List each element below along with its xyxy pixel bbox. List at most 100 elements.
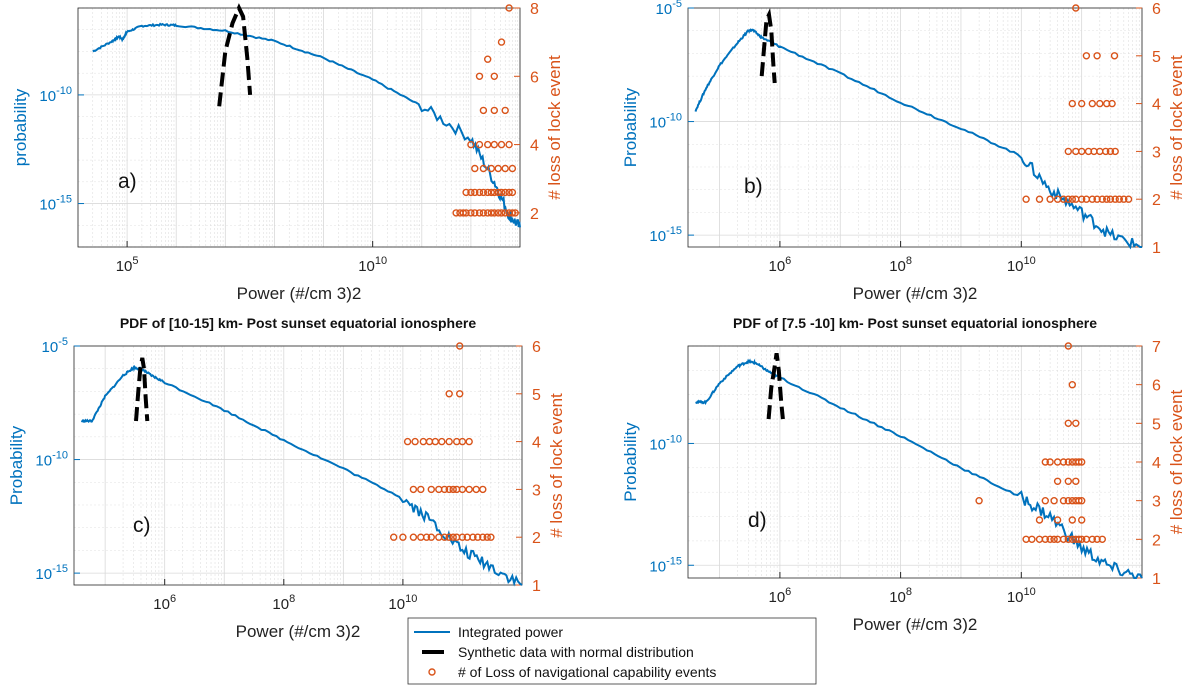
y2-tick-label: 1 [1152,240,1161,257]
event-marker [403,437,412,446]
event-marker [1111,147,1119,156]
legend-box [407,617,817,685]
legend-swatch-circle [428,668,436,676]
event-marker [1072,477,1080,485]
right-axis-ticks: 1 2 3 4 5 6 7 [1136,339,1161,588]
synthetic-normal-line [766,353,785,420]
x-axis-label: Power (#/cm 3)2 [853,615,978,634]
event-marker [1077,535,1086,543]
x-tick-label: 106 [153,593,176,613]
event-marker [497,140,506,149]
event-marker [1088,99,1097,108]
grid [688,345,1143,578]
event-marker [1115,195,1124,203]
event-marker [1068,195,1077,203]
x-axis-label: Power (#/cm 3)2 [236,622,361,641]
event-marker [1064,497,1073,505]
right-axis-ticks: 1 2 3 4 5 6 [516,339,541,595]
event-marker [1064,419,1073,427]
x-axis-label: Power (#/cm 3)2 [853,284,978,303]
event-marker [479,164,488,173]
panel-d: 10-10 10-15 1 2 3 4 5 6 7 106 108 1010 Power (#/cm 3… [621,315,1186,634]
event-marker [490,209,498,217]
event-marker [1088,535,1097,543]
x-tick-label: 108 [889,255,912,275]
event-marker [475,72,484,81]
event-marker [458,485,467,494]
y2-tick-label: 8 [530,1,539,18]
event-marker [1093,195,1101,203]
y2-tick-label: 6 [532,339,541,356]
event-marker [1064,342,1073,350]
x-tick-label: 1010 [1007,255,1036,275]
x-tick-label: 108 [272,593,295,613]
y2-tick-label: 5 [1152,49,1161,66]
event-marker [1059,458,1068,466]
event-marker [1077,497,1086,505]
event-marker [462,209,470,217]
right-axis-ticks: 2 4 6 8 [514,1,539,223]
y2-tick-label: 2 [532,530,541,547]
event-marker [487,209,495,217]
event-marker [1035,195,1044,203]
integrated-power-line [694,28,1142,250]
event-marker [475,209,484,217]
x-axis-ticks: 106 108 1010 [768,241,1036,275]
event-marker [465,437,473,446]
y-axis-label: Probability [7,425,26,505]
x-axis-ticks: 106 108 1010 [768,572,1036,606]
event-marker [1064,535,1073,543]
y-tick-label: 10-10 [39,85,72,105]
y2-axis-label: # loss of lock event [545,55,564,200]
event-marker [469,533,477,541]
event-marker [1064,458,1073,466]
event-marker [422,533,431,541]
event-marker [445,485,453,494]
event-marker [1075,535,1083,543]
event-marker [1022,535,1030,543]
event-marker [427,533,435,541]
event-marker [1059,535,1068,543]
event-marker [479,106,488,115]
event-marker [1046,458,1054,466]
event-marker [459,209,467,217]
event-marker [1120,195,1128,203]
left-axis-ticks: 10-5 10-10 10-15 [649,0,694,245]
event-marker [490,72,498,81]
event-marker [1041,535,1050,543]
y2-tick-label: 4 [1152,455,1161,472]
x-axis-label: Power (#/cm 3)2 [237,284,362,303]
x-tick-label: 1010 [358,255,387,275]
event-marker [1041,458,1050,466]
event-marker [487,164,495,173]
event-marker [494,209,502,217]
event-marker [1077,458,1086,466]
x-tick-label: 106 [768,255,791,275]
y2-tick-label: 3 [1152,494,1161,511]
event-marker [1077,147,1086,156]
event-marker [467,209,475,217]
event-marker [975,497,983,505]
event-marker [440,533,449,541]
axes-frame [687,7,1143,248]
event-marker [471,209,479,217]
y2-tick-label: 2 [1152,192,1161,209]
y-tick-label: 10-15 [649,225,682,245]
event-marker [390,533,398,541]
panel-label: a) [118,170,137,193]
event-marker [445,390,453,398]
event-marker [462,188,470,197]
event-marker [409,533,418,541]
grid [74,345,523,585]
loss-of-lock-events [975,342,1107,543]
event-marker [497,209,506,217]
event-marker [1075,497,1083,505]
y2-tick-label: 6 [1152,1,1161,18]
loss-of-lock-events [452,4,519,217]
panel-label: c) [133,514,151,537]
event-marker [497,38,506,46]
event-marker [484,55,492,63]
event-marker [475,188,484,197]
x-tick-label: 1010 [388,593,417,613]
